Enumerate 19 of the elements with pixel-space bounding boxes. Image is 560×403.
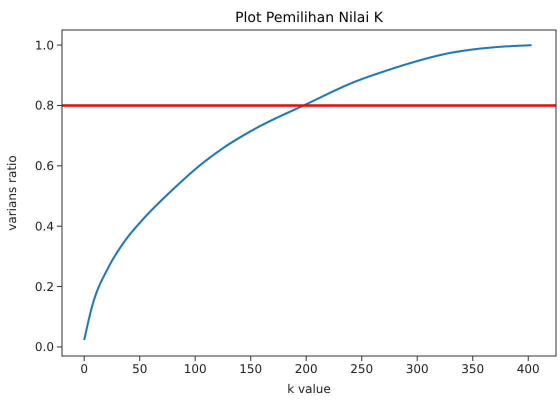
y-tick-label: 0.4 [34, 219, 54, 234]
x-tick-label: 150 [239, 362, 262, 376]
x-tick-label: 350 [461, 362, 484, 376]
y-tick-label: 1.0 [34, 38, 54, 52]
x-tick-label: 300 [406, 362, 429, 376]
x-tick-label: 400 [516, 362, 540, 376]
x-tick-label: 200 [294, 362, 318, 376]
x-tick-label: 50 [132, 362, 148, 376]
x-tick-label: 100 [184, 362, 207, 376]
y-tick-label: 0.6 [34, 159, 54, 174]
y-tick-label: 0.0 [34, 340, 54, 354]
x-tick-label: 250 [350, 362, 374, 376]
chart-title: Plot Pemilihan Nilai K [235, 10, 384, 26]
y-tick-label: 0.8 [34, 98, 54, 113]
line-series [83, 44, 533, 341]
y-tick-label: 0.2 [34, 280, 54, 294]
x-axis-title: k value [287, 382, 331, 396]
y-axis-title: varians ratio [5, 155, 19, 231]
x-tick-label: 0 [80, 362, 88, 376]
